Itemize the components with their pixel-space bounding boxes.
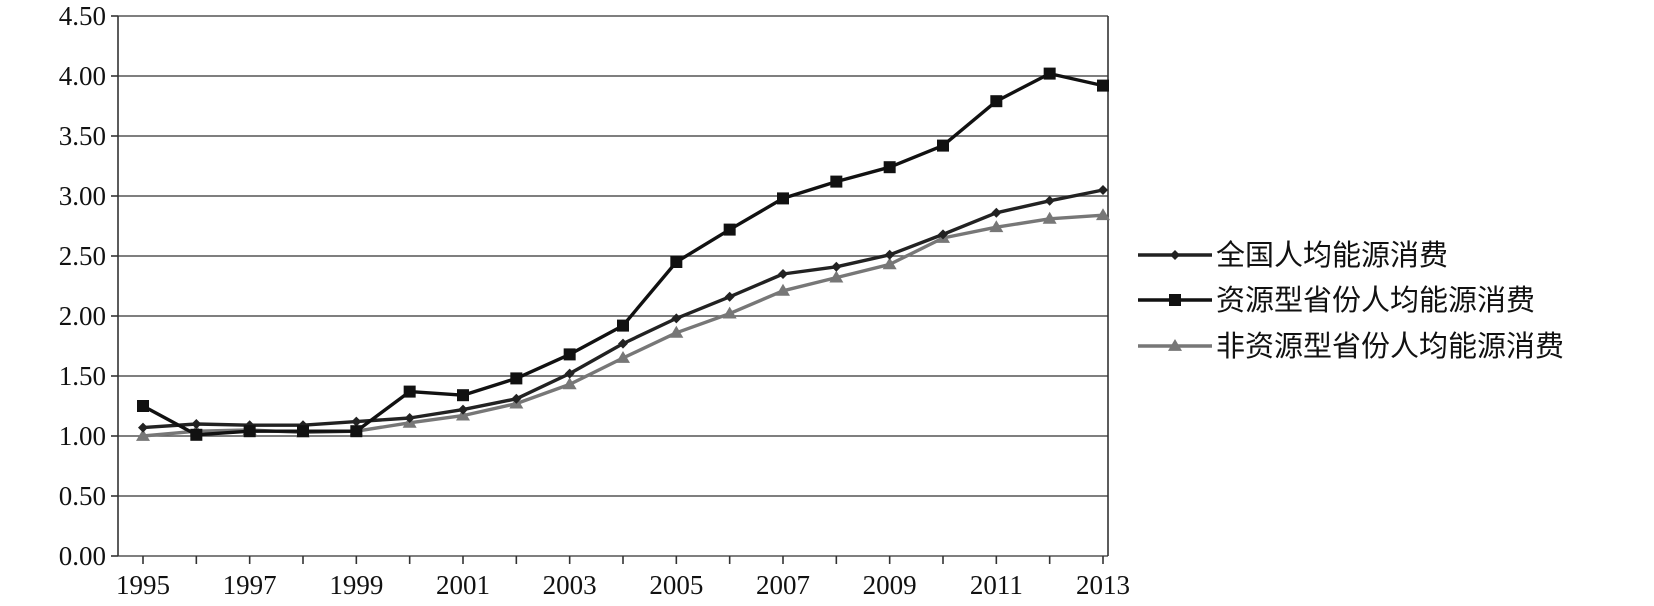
data-point: [1042, 211, 1057, 224]
y-tick-label: 4.00: [59, 61, 106, 91]
x-tick-label: 2013: [1076, 570, 1130, 600]
data-point: [136, 429, 150, 441]
x-tick-label: 1999: [329, 570, 383, 600]
y-tick-label: 3.00: [59, 181, 106, 211]
data-point: [403, 385, 416, 398]
data-point: [938, 229, 948, 240]
y-tick-label: 4.50: [59, 1, 106, 31]
data-point: [138, 422, 148, 433]
data-point: [1044, 195, 1055, 206]
data-point: [989, 220, 1004, 233]
y-tick-label: 1.00: [59, 421, 106, 451]
series-line: [142, 188, 1104, 430]
data-point: [669, 325, 684, 338]
data-point: [722, 306, 737, 319]
legend-label: 非资源型省份人均能源消费: [1216, 329, 1564, 363]
x-tick-label: 2007: [756, 570, 810, 600]
data-point: [563, 348, 576, 361]
data-point: [511, 393, 522, 404]
data-point: [830, 175, 843, 188]
data-point: [884, 249, 895, 260]
data-point: [297, 425, 309, 438]
data-point: [618, 338, 628, 349]
data-point: [883, 161, 896, 174]
x-tick-label: 2011: [970, 570, 1023, 600]
series-2: [137, 67, 1109, 441]
data-point: [670, 256, 683, 268]
x-tick-label: 2005: [649, 570, 703, 600]
data-point: [1097, 79, 1109, 92]
data-point: [723, 223, 736, 236]
data-point: [564, 368, 575, 379]
legend-label: 全国人均能源消费: [1216, 238, 1448, 272]
y-tick-label: 0.50: [59, 481, 106, 511]
data-point: [351, 416, 362, 427]
data-point: [1170, 250, 1180, 260]
data-point: [776, 283, 790, 296]
data-point: [404, 413, 415, 423]
axes: [111, 15, 1109, 564]
gridlines: [118, 15, 1108, 557]
x-tick-label: 2003: [543, 570, 597, 600]
y-tick-label: 2.00: [59, 301, 106, 331]
y-tick-label: 1.50: [59, 361, 106, 391]
data-point: [510, 372, 523, 385]
data-point: [777, 192, 789, 205]
data-point: [191, 419, 202, 429]
x-tick-label: 2001: [436, 570, 490, 600]
data-point: [671, 313, 682, 324]
x-axis-tick-labels: 1995 1997 1999 2001 2003 2005 2007 2009 2011 2013: [116, 570, 1130, 600]
data-point: [1169, 294, 1181, 306]
data-point: [831, 261, 842, 272]
data-point: [562, 377, 577, 390]
x-tick-label: 1995: [116, 570, 170, 600]
series-line: [142, 71, 1104, 437]
series-1: [138, 185, 1108, 433]
data-point: [458, 404, 468, 415]
series-lines: [136, 67, 1110, 441]
data-point: [937, 139, 949, 152]
y-axis-tick-labels: 0.00 0.50 1.00 1.50 2.00 2.50 3.00 3.50 4.00 4.50: [59, 1, 106, 571]
data-point: [190, 428, 203, 441]
legend-entry: 非资源型省份人均能源消费: [1138, 329, 1564, 363]
y-tick-label: 2.50: [59, 241, 106, 271]
data-point: [617, 319, 629, 332]
x-tick-label: 1997: [223, 570, 277, 600]
data-point: [137, 400, 149, 412]
x-tick-label: 2009: [863, 570, 917, 600]
data-point: [882, 257, 897, 270]
data-point: [243, 425, 256, 438]
data-point: [991, 207, 1002, 218]
data-point: [778, 269, 788, 279]
y-tick-label: 0.00: [59, 541, 106, 571]
data-point: [616, 351, 630, 363]
legend-entry: 资源型省份人均能源消费: [1138, 283, 1535, 317]
data-point: [457, 389, 469, 402]
data-point: [1043, 67, 1056, 80]
data-point: [724, 291, 735, 302]
legend-label: 资源型省份人均能源消费: [1216, 283, 1535, 317]
data-point: [1096, 208, 1110, 221]
data-point: [829, 270, 844, 283]
data-point: [990, 95, 1003, 108]
data-point: [350, 425, 363, 438]
y-tick-label: 3.50: [59, 121, 106, 151]
legend-entry: 全国人均能源消费: [1138, 238, 1448, 272]
data-point: [1098, 185, 1108, 195]
data-point: [1168, 339, 1182, 351]
